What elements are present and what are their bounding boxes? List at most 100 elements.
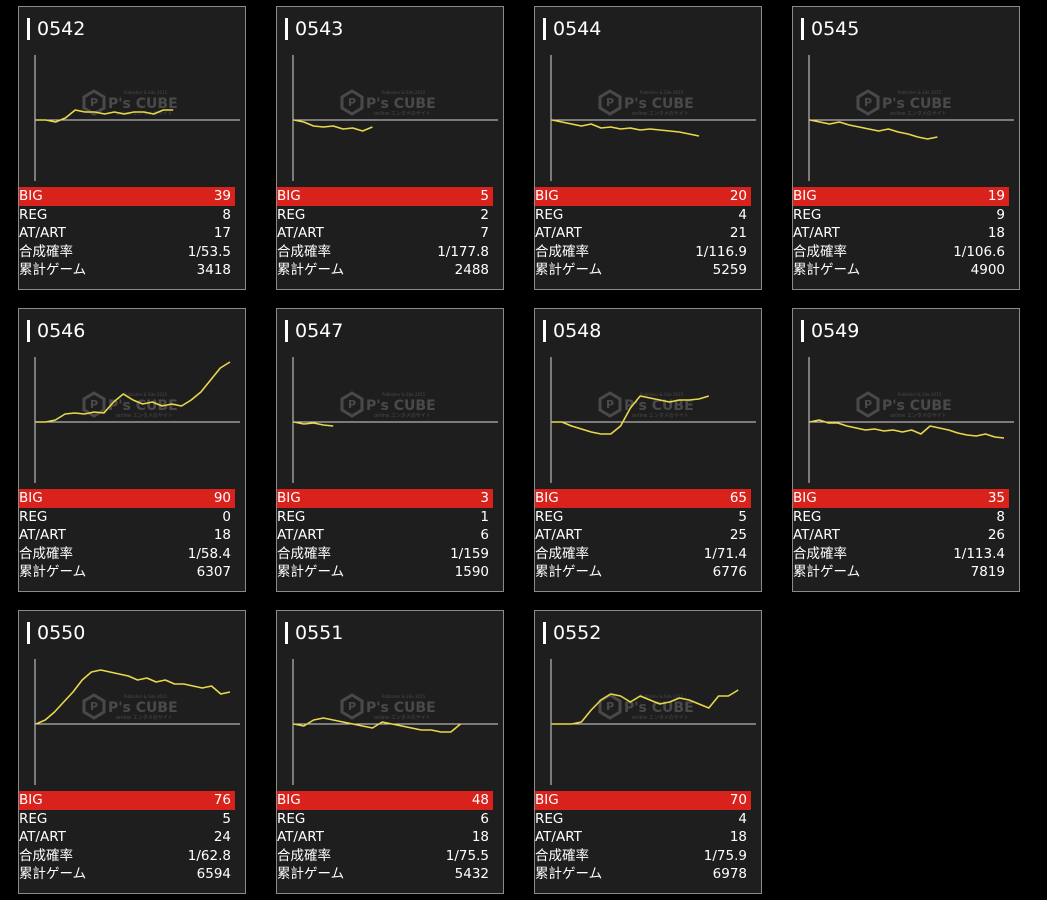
machine-card-0547[interactable]: 0547 P P's CUBE Publisher & Site 2015 onlin… [276, 308, 504, 592]
games-label: 累計ゲーム [793, 564, 861, 581]
reg-label: REG [277, 508, 306, 525]
prob-label: 合成確率 [535, 243, 589, 260]
prob-row: 合成確率 1/106.6 [793, 243, 1009, 262]
prob-value: 1/116.9 [695, 243, 747, 260]
reg-label: REG [19, 206, 48, 223]
reg-row: REG 9 [793, 206, 1009, 225]
games-label: 累計ゲーム [535, 866, 603, 883]
big-row: BIG 3 [277, 489, 493, 508]
svg-text:Publisher & Site 2015: Publisher & Site 2015 [382, 392, 426, 397]
machine-number[interactable]: 0550 [27, 621, 85, 645]
svg-text:online エンタメのサイト: online エンタメのサイト [890, 412, 947, 419]
at-row: AT/ART 18 [535, 828, 751, 847]
at-label: AT/ART [277, 527, 324, 544]
at-label: AT/ART [277, 225, 324, 242]
machine-card-0549[interactable]: 0549 P P's CUBE Publisher & Site 2015 onlin… [792, 308, 1020, 592]
svg-text:Publisher & Site 2015: Publisher & Site 2015 [898, 392, 942, 397]
big-row: BIG 76 [19, 791, 235, 810]
games-label: 累計ゲーム [535, 564, 603, 581]
big-value: 39 [213, 188, 231, 204]
machine-card-0545[interactable]: 0545 P P's CUBE Publisher & Site 2015 onlin… [792, 6, 1020, 290]
prob-value: 1/75.5 [445, 847, 489, 864]
title-accent-bar [543, 622, 546, 644]
reg-row: REG 2 [277, 206, 493, 225]
machine-number[interactable]: 0547 [285, 319, 343, 343]
at-row: AT/ART 18 [277, 828, 493, 847]
at-row: AT/ART 17 [19, 224, 235, 243]
prob-value: 1/62.8 [187, 847, 231, 864]
reg-label: REG [535, 810, 564, 827]
reg-row: REG 8 [793, 508, 1009, 527]
machine-number[interactable]: 0542 [27, 17, 85, 41]
svg-text:Publisher & Site 2015: Publisher & Site 2015 [124, 694, 168, 699]
svg-text:online エンタメのサイト: online エンタメのサイト [374, 412, 431, 419]
machine-number-label: 0548 [553, 320, 602, 342]
stats-table: BIG 20 REG 4 AT/ART 21 合成確率 1/116.9 累計ゲー… [535, 187, 761, 280]
svg-text:P: P [90, 700, 98, 713]
machine-number[interactable]: 0549 [801, 319, 859, 343]
reg-value: 9 [996, 206, 1005, 223]
big-label: BIG [277, 792, 301, 808]
big-value: 35 [987, 490, 1005, 506]
svg-text:P's CUBE: P's CUBE [366, 96, 436, 112]
prob-value: 1/71.4 [703, 545, 747, 562]
prob-row: 合成確率 1/75.9 [535, 847, 751, 866]
svg-text:P: P [348, 700, 356, 713]
svg-text:P's CUBE: P's CUBE [108, 700, 178, 716]
title-accent-bar [27, 622, 30, 644]
prob-row: 合成確率 1/62.8 [19, 847, 235, 866]
machine-card-0552[interactable]: 0552 P P's CUBE Publisher & Site 2015 onlin… [534, 610, 762, 894]
reg-row: REG 8 [19, 206, 235, 225]
machine-number[interactable]: 0546 [27, 319, 85, 343]
machine-card-0544[interactable]: 0544 P P's CUBE Publisher & Site 2015 onlin… [534, 6, 762, 290]
prob-row: 合成確率 1/53.5 [19, 243, 235, 262]
machine-card-0551[interactable]: 0551 P P's CUBE Publisher & Site 2015 onlin… [276, 610, 504, 894]
prob-value: 1/177.8 [437, 243, 489, 260]
games-value: 3418 [196, 262, 231, 279]
big-value: 20 [729, 188, 747, 204]
machine-card-0548[interactable]: 0548 P P's CUBE Publisher & Site 2015 onlin… [534, 308, 762, 592]
games-row: 累計ゲーム 3418 [19, 261, 235, 280]
reg-label: REG [535, 508, 564, 525]
payout-series-line [293, 119, 373, 132]
machine-number[interactable]: 0544 [543, 17, 601, 41]
machine-number[interactable]: 0551 [285, 621, 343, 645]
title-accent-bar [543, 18, 546, 40]
big-row: BIG 39 [19, 187, 235, 206]
machine-number[interactable]: 0543 [285, 17, 343, 41]
title-accent-bar [285, 320, 288, 342]
prob-value: 1/53.5 [187, 243, 231, 260]
svg-text:P's CUBE: P's CUBE [624, 700, 694, 716]
big-value: 70 [729, 792, 747, 808]
machine-number-label: 0542 [37, 18, 86, 40]
machine-number-label: 0544 [553, 18, 602, 40]
svg-text:online エンタメのサイト: online エンタメのサイト [116, 412, 173, 419]
big-label: BIG [19, 490, 43, 506]
prob-label: 合成確率 [277, 545, 331, 562]
machine-card-0543[interactable]: 0543 P P's CUBE Publisher & Site 2015 onlin… [276, 6, 504, 290]
machine-number[interactable]: 0545 [801, 17, 859, 41]
reg-row: REG 4 [535, 810, 751, 829]
games-label: 累計ゲーム [19, 866, 87, 883]
machine-number-label: 0546 [37, 320, 86, 342]
machine-number[interactable]: 0552 [543, 621, 601, 645]
machine-number-label: 0547 [295, 320, 344, 342]
machine-number[interactable]: 0548 [543, 319, 601, 343]
svg-text:P: P [606, 96, 614, 109]
reg-value: 8 [996, 508, 1005, 525]
big-label: BIG [535, 490, 559, 506]
prob-row: 合成確率 1/159 [277, 545, 493, 564]
svg-text:P's CUBE: P's CUBE [882, 96, 952, 112]
payout-series-line [36, 361, 231, 423]
svg-text:online エンタメのサイト: online エンタメのサイト [890, 110, 947, 117]
machine-card-0546[interactable]: 0546 P P's CUBE Publisher & Site 2015 onlin… [18, 308, 246, 592]
machine-card-0542[interactable]: 0542 P P's CUBE Publisher & Site 2015 onlin… [18, 6, 246, 290]
svg-text:Publisher & Site 2015: Publisher & Site 2015 [640, 392, 684, 397]
payout-series-line [35, 669, 231, 725]
games-value: 6978 [712, 866, 747, 883]
machine-card-0550[interactable]: 0550 P P's CUBE Publisher & Site 2015 onlin… [18, 610, 246, 894]
svg-text:Publisher & Site 2015: Publisher & Site 2015 [382, 694, 426, 699]
title-accent-bar [801, 18, 804, 40]
